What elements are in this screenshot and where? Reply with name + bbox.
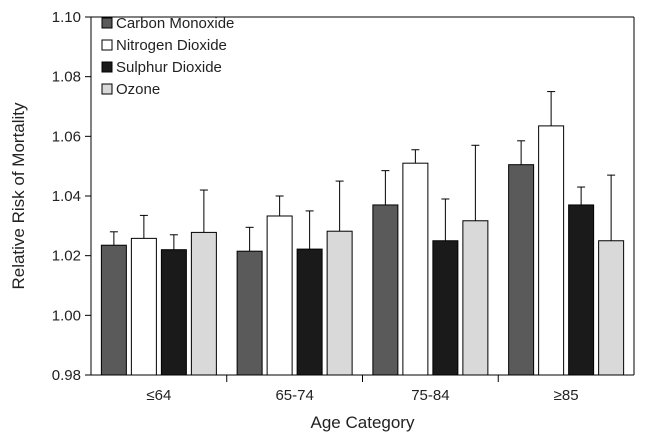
bar-ozone-1	[326, 230, 353, 376]
bar-sulphur-dioxide-0	[160, 249, 187, 376]
bar-ozone-3	[598, 240, 625, 376]
legend-swatch-ozone	[101, 83, 113, 95]
legend: Carbon Monoxide Nitrogen Dioxide Sulphur D…	[101, 15, 234, 98]
y-tick-label: 0.98	[52, 367, 81, 384]
bar-nitrogen-dioxide-2	[402, 162, 429, 376]
bar-carbon-monoxide-0	[100, 244, 127, 376]
bar-sulphur-dioxide-2	[432, 240, 459, 376]
y-tick-label: 1.00	[52, 307, 81, 324]
x-tick-label: 75-84	[411, 387, 449, 404]
bar-nitrogen-dioxide-3	[538, 125, 565, 376]
axes-layer: ≤64 65-74 75-84 ≥85 0.98 1.00 1.02 1.04 1.06 1.08…	[52, 9, 635, 404]
bar-carbon-monoxide-3	[508, 164, 535, 376]
legend-label-carbon-monoxide: Carbon Monoxide	[116, 15, 234, 32]
x-tick-label: ≤64	[146, 387, 171, 404]
legend-label-sulphur-dioxide: Sulphur Dioxide	[116, 59, 222, 76]
bar-carbon-monoxide-1	[236, 250, 263, 376]
x-tick-label: ≥85	[554, 387, 579, 404]
bar-sulphur-dioxide-1	[296, 248, 323, 376]
legend-label-ozone: Ozone	[116, 81, 160, 98]
legend-swatch-carbon-monoxide	[101, 17, 113, 29]
bar-ozone-0	[190, 231, 217, 376]
legend-swatch-nitrogen-dioxide	[101, 39, 113, 51]
bar-nitrogen-dioxide-0	[130, 237, 157, 376]
error-bars-layer	[109, 91, 616, 252]
bars-layer	[100, 125, 625, 376]
y-tick-label: 1.10	[52, 9, 81, 26]
y-tick-label: 1.06	[52, 128, 81, 145]
x-axis-title: Age Category	[311, 413, 415, 432]
bar-sulphur-dioxide-3	[568, 204, 595, 376]
bar-nitrogen-dioxide-1	[266, 215, 293, 376]
y-tick-label: 1.02	[52, 248, 81, 265]
legend-label-nitrogen-dioxide: Nitrogen Dioxide	[116, 37, 227, 54]
x-tick-label: 65-74	[275, 387, 313, 404]
y-tick-label: 1.04	[52, 188, 81, 205]
bar-carbon-monoxide-2	[372, 204, 399, 376]
y-axis-title: Relative Risk of Mortality	[9, 102, 28, 290]
legend-swatch-sulphur-dioxide	[101, 61, 113, 73]
bar-ozone-2	[462, 220, 489, 376]
y-tick-label: 1.08	[52, 69, 81, 86]
